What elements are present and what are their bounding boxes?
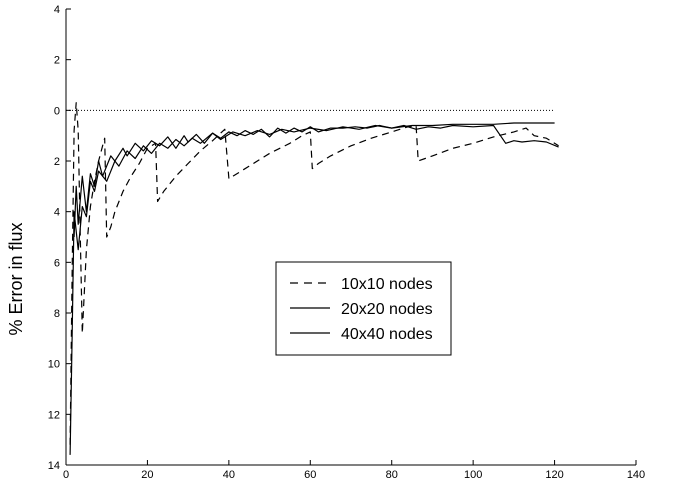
series-line-40x40-nodes — [73, 122, 555, 238]
y-tick-label: 10 — [48, 359, 60, 371]
y-tick-label: 12 — [48, 409, 60, 421]
y-tick-label: 4 — [54, 4, 60, 16]
series-line-10x10-nodes — [69, 102, 559, 445]
y-tick-label: 4 — [54, 207, 60, 219]
y-tick-label: 2 — [54, 156, 60, 168]
x-tick-label: 80 — [386, 469, 398, 481]
y-tick-label: 6 — [54, 257, 60, 269]
y-tick-label: 2 — [54, 55, 60, 67]
series-group — [69, 102, 559, 455]
x-tick-label: 0 — [63, 469, 69, 481]
y-tick-label: 8 — [54, 308, 60, 320]
legend-label-20x20: 20x20 nodes — [341, 301, 433, 318]
legend: 10x10 nodes 20x20 nodes 40x40 nodes — [275, 261, 452, 356]
y-tick-label: 14 — [48, 460, 60, 472]
x-tick-label: 100 — [464, 469, 482, 481]
legend-label-40x40: 40x40 nodes — [341, 326, 433, 343]
y-tick-label: 0 — [54, 105, 60, 117]
x-tick-label: 120 — [545, 469, 563, 481]
series-line-20x20-nodes — [69, 124, 559, 455]
legend-label-10x10: 10x10 nodes — [341, 276, 433, 293]
x-tick-label: 40 — [223, 469, 235, 481]
x-tick-label: 20 — [141, 469, 153, 481]
x-tick-label: 140 — [627, 469, 645, 481]
y-axis-label: % Error in flux — [6, 222, 26, 335]
x-tick-label: 60 — [304, 469, 316, 481]
